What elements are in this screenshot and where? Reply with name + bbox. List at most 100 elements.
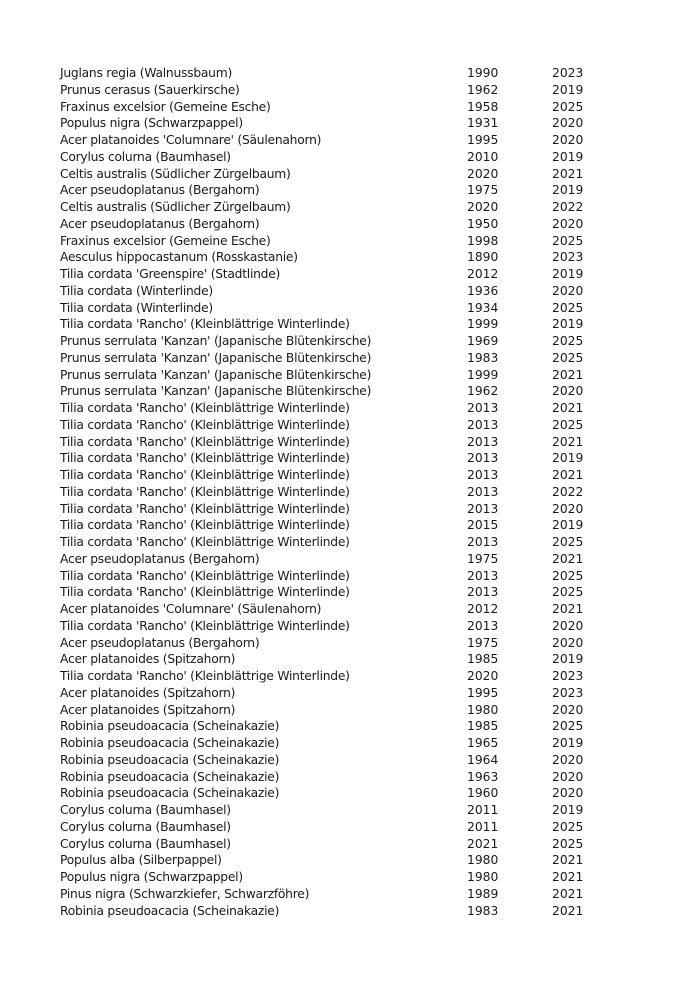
year-planted-cell: 1969 (467, 334, 499, 348)
year-planted-cell: 2013 (467, 434, 499, 449)
year-checked-cell: 2019 (552, 736, 584, 750)
species-cell: Tilia cordata 'Rancho' (Kleinblättrige W… (60, 317, 350, 332)
species-cell: Prunus serrulata 'Kanzan' (Japanische Bl… (60, 367, 372, 382)
year-planted-cell: 1989 (467, 886, 499, 901)
table-row: Celtis australis (Südlicher Zürgelbaum) 2… (60, 199, 600, 216)
species-cell: Robinia pseudoacacia (Scheinakazie) (60, 736, 280, 750)
table-row: Acer pseudoplatanus (Bergahorn) 1975 2020 (60, 635, 600, 652)
year-checked-cell: 2021 (552, 551, 584, 566)
year-checked-cell: 2019 (552, 267, 584, 281)
species-cell: Tilia cordata 'Greenspire' (Stadtlinde) (60, 267, 281, 281)
year-planted-cell: 1934 (467, 300, 499, 315)
species-cell: Robinia pseudoacacia (Scheinakazie) (60, 769, 280, 784)
year-checked-cell: 2019 (552, 451, 584, 466)
year-checked-cell: 2020 (552, 702, 584, 717)
year-checked-cell: 2023 (552, 66, 584, 80)
species-cell: Tilia cordata 'Rancho' (Kleinblättrige W… (60, 468, 350, 482)
year-checked-cell: 2020 (552, 786, 584, 801)
species-cell: Tilia cordata 'Rancho' (Kleinblättrige W… (60, 434, 350, 449)
table-row: Tilia cordata 'Rancho' (Kleinblättrige W… (60, 501, 600, 518)
year-checked-cell: 2025 (552, 233, 584, 248)
year-checked-cell: 2019 (552, 317, 584, 332)
species-cell: Acer pseudoplatanus (Bergahorn) (60, 183, 260, 198)
table-row: Robinia pseudoacacia (Scheinakazie) 1965 2… (60, 735, 600, 752)
year-checked-cell: 2025 (552, 350, 584, 365)
year-planted-cell: 1965 (467, 736, 499, 750)
year-checked-cell: 2023 (552, 250, 584, 265)
year-planted-cell: 1983 (467, 903, 499, 918)
year-checked-cell: 2025 (552, 836, 584, 851)
table-row: Acer platanoides (Spitzahorn) 1985 2019 (60, 651, 600, 668)
year-checked-cell: 2025 (552, 819, 584, 834)
year-planted-cell: 1985 (467, 652, 499, 667)
table-row: Tilia cordata 'Rancho' (Kleinblättrige W… (60, 568, 600, 585)
year-checked-cell: 2023 (552, 685, 584, 700)
species-cell: Fraxinus excelsior (Gemeine Esche) (60, 233, 271, 248)
year-checked-cell: 2023 (552, 669, 584, 683)
year-planted-cell: 2010 (467, 149, 499, 164)
species-cell: Robinia pseudoacacia (Scheinakazie) (60, 752, 280, 767)
year-checked-cell: 2020 (552, 384, 584, 399)
table-row: Pinus nigra (Schwarzkiefer, Schwarzföhre… (60, 886, 600, 903)
species-cell: Tilia cordata 'Rancho' (Kleinblättrige W… (60, 669, 350, 683)
species-cell: Celtis australis (Südlicher Zürgelbaum) (60, 166, 291, 181)
species-cell: Robinia pseudoacacia (Scheinakazie) (60, 719, 280, 734)
species-cell: Populus nigra (Schwarzpappel) (60, 116, 243, 131)
table-row: Tilia cordata 'Rancho' (Kleinblättrige W… (60, 316, 600, 333)
table-row: Aesculus hippocastanum (Rosskastanie) 189… (60, 249, 600, 266)
species-cell: Celtis australis (Südlicher Zürgelbaum) (60, 200, 291, 214)
year-checked-cell: 2021 (552, 903, 584, 918)
species-cell: Prunus serrulata 'Kanzan' (Japanische Bl… (60, 384, 372, 399)
year-planted-cell: 2013 (467, 568, 499, 583)
year-planted-cell: 2013 (467, 468, 499, 482)
species-cell: Acer platanoides (Spitzahorn) (60, 702, 236, 717)
year-checked-cell: 2021 (552, 468, 584, 482)
species-cell: Juglans regia (Walnussbaum) (60, 66, 232, 80)
year-planted-cell: 1960 (467, 786, 499, 801)
table-row: Tilia cordata (Winterlinde) 1934 2025 (60, 300, 600, 317)
year-planted-cell: 1890 (467, 250, 499, 265)
year-checked-cell: 2019 (552, 652, 584, 667)
year-checked-cell: 2021 (552, 853, 584, 868)
year-planted-cell: 1999 (467, 317, 499, 332)
table-row: Robinia pseudoacacia (Scheinakazie) 1964 2… (60, 752, 600, 769)
year-planted-cell: 1985 (467, 719, 499, 734)
year-planted-cell: 1958 (467, 99, 499, 114)
species-cell: Corylus colurna (Baumhasel) (60, 819, 231, 834)
year-planted-cell: 2021 (467, 836, 499, 851)
year-planted-cell: 1964 (467, 752, 499, 767)
table-row: Prunus serrulata 'Kanzan' (Japanische Bl… (60, 367, 600, 384)
year-checked-cell: 2025 (552, 719, 584, 734)
year-checked-cell: 2021 (552, 602, 584, 616)
year-checked-cell: 2019 (552, 803, 584, 817)
year-planted-cell: 1950 (467, 216, 499, 231)
year-checked-cell: 2019 (552, 183, 584, 198)
table-row: Populus alba (Silberpappel) 1980 2021 (60, 852, 600, 869)
year-checked-cell: 2021 (552, 166, 584, 181)
table-row: Acer platanoides (Spitzahorn) 1995 2023 (60, 685, 600, 702)
year-planted-cell: 2013 (467, 618, 499, 633)
table-row: Tilia cordata 'Rancho' (Kleinblättrige W… (60, 668, 600, 685)
year-planted-cell: 2020 (467, 669, 499, 683)
year-planted-cell: 2013 (467, 484, 499, 499)
year-planted-cell: 1995 (467, 133, 499, 147)
year-checked-cell: 2019 (552, 82, 584, 97)
table-row: Tilia cordata 'Greenspire' (Stadtlinde) 2… (60, 266, 600, 283)
species-cell: Tilia cordata 'Rancho' (Kleinblättrige W… (60, 451, 350, 466)
tree-table: Juglans regia (Walnussbaum) 1990 2023 Prunu… (60, 65, 600, 919)
year-checked-cell: 2025 (552, 334, 584, 348)
species-cell: Tilia cordata 'Rancho' (Kleinblättrige W… (60, 518, 350, 533)
year-checked-cell: 2025 (552, 585, 584, 600)
year-planted-cell: 1980 (467, 870, 499, 884)
year-planted-cell: 1998 (467, 233, 499, 248)
table-row: Robinia pseudoacacia (Scheinakazie) 1985 2… (60, 718, 600, 735)
species-cell: Tilia cordata 'Rancho' (Kleinblättrige W… (60, 568, 350, 583)
year-checked-cell: 2020 (552, 501, 584, 516)
species-cell: Corylus colurna (Baumhasel) (60, 803, 231, 817)
year-checked-cell: 2020 (552, 116, 584, 131)
year-checked-cell: 2020 (552, 216, 584, 231)
table-row: Tilia cordata 'Rancho' (Kleinblättrige W… (60, 584, 600, 601)
year-planted-cell: 2013 (467, 451, 499, 466)
year-checked-cell: 2025 (552, 568, 584, 583)
table-row: Acer pseudoplatanus (Bergahorn) 1975 2019 (60, 182, 600, 199)
